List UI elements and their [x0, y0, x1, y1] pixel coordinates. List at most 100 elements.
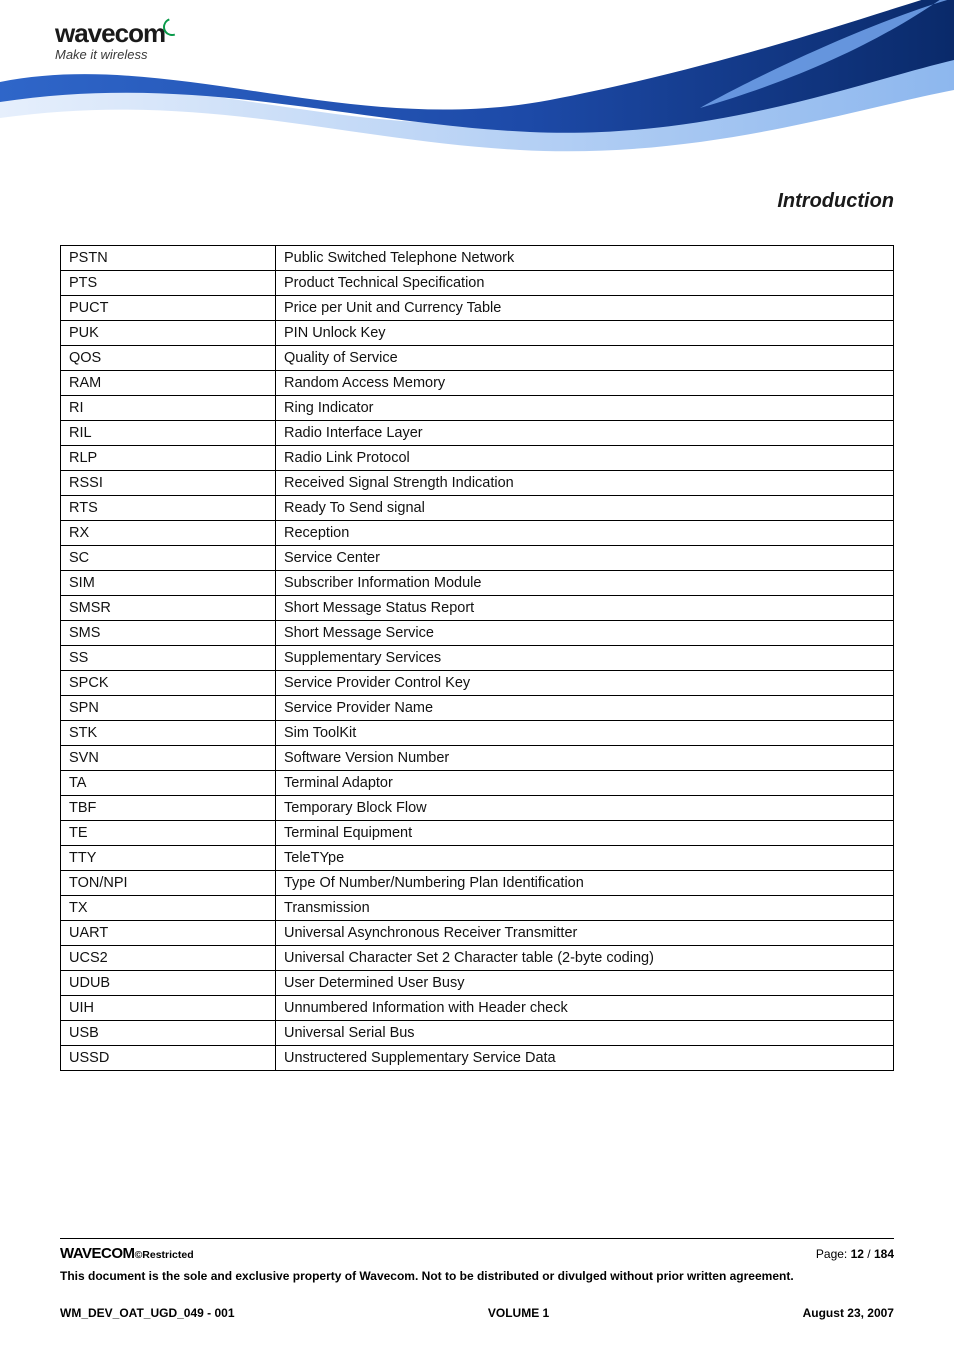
abbr-cell: RX — [61, 521, 276, 546]
table-row: TTYTeleTYpe — [61, 846, 894, 871]
definition-cell: Unstructered Supplementary Service Data — [276, 1046, 894, 1071]
definition-cell: Service Center — [276, 546, 894, 571]
table-row: SVNSoftware Version Number — [61, 746, 894, 771]
footer-page-label: Page: — [816, 1247, 851, 1261]
definition-cell: User Determined User Busy — [276, 971, 894, 996]
table-row: RAMRandom Access Memory — [61, 371, 894, 396]
abbr-cell: UART — [61, 921, 276, 946]
abbr-cell: RTS — [61, 496, 276, 521]
table-row: UCS2Universal Character Set 2 Character … — [61, 946, 894, 971]
abbr-cell: SC — [61, 546, 276, 571]
definition-cell: Received Signal Strength Indication — [276, 471, 894, 496]
definition-cell: Quality of Service — [276, 346, 894, 371]
definition-cell: Service Provider Control Key — [276, 671, 894, 696]
footer-note: This document is the sole and exclusive … — [60, 1268, 894, 1284]
table-row: SPNService Provider Name — [61, 696, 894, 721]
abbr-cell: RIL — [61, 421, 276, 446]
table-row: RIRing Indicator — [61, 396, 894, 421]
definition-cell: Public Switched Telephone Network — [276, 246, 894, 271]
abbr-cell: TA — [61, 771, 276, 796]
table-row: UIHUnnumbered Information with Header ch… — [61, 996, 894, 1021]
abbr-cell: PUK — [61, 321, 276, 346]
definition-cell: Radio Link Protocol — [276, 446, 894, 471]
table-row: RXReception — [61, 521, 894, 546]
abbr-cell: SVN — [61, 746, 276, 771]
table-row: SPCKService Provider Control Key — [61, 671, 894, 696]
table-row: TATerminal Adaptor — [61, 771, 894, 796]
table-row: RSSIReceived Signal Strength Indication — [61, 471, 894, 496]
definition-cell: Radio Interface Layer — [276, 421, 894, 446]
definition-cell: Service Provider Name — [276, 696, 894, 721]
table-row: PUCTPrice per Unit and Currency Table — [61, 296, 894, 321]
table-row: TBFTemporary Block Flow — [61, 796, 894, 821]
table-row: PSTNPublic Switched Telephone Network — [61, 246, 894, 271]
table-row: RTSReady To Send signal — [61, 496, 894, 521]
abbr-cell: TON/NPI — [61, 871, 276, 896]
footer-page-current: 12 — [851, 1247, 864, 1261]
definition-cell: Temporary Block Flow — [276, 796, 894, 821]
abbr-cell: UIH — [61, 996, 276, 1021]
definition-cell: Type Of Number/Numbering Plan Identifica… — [276, 871, 894, 896]
footer-page-total: 184 — [874, 1247, 894, 1261]
footer-date: August 23, 2007 — [803, 1306, 894, 1320]
definition-cell: Short Message Status Report — [276, 596, 894, 621]
abbr-cell: QOS — [61, 346, 276, 371]
definition-cell: Random Access Memory — [276, 371, 894, 396]
brand-logo: wavecom Make it wireless — [55, 18, 181, 62]
definition-cell: Software Version Number — [276, 746, 894, 771]
abbr-cell: STK — [61, 721, 276, 746]
definition-cell: Short Message Service — [276, 621, 894, 646]
footer-brand: WAVECOM©Restricted — [60, 1245, 194, 1262]
abbr-cell: TTY — [61, 846, 276, 871]
footer-volume: VOLUME 1 — [488, 1306, 549, 1320]
table-row: TON/NPIType Of Number/Numbering Plan Ide… — [61, 871, 894, 896]
page-header: wavecom Make it wireless — [0, 0, 954, 170]
abbr-cell: RI — [61, 396, 276, 421]
table-row: UDUBUser Determined User Busy — [61, 971, 894, 996]
abbr-cell: RLP — [61, 446, 276, 471]
abbr-cell: TE — [61, 821, 276, 846]
definition-cell: Ring Indicator — [276, 396, 894, 421]
definition-cell: Unnumbered Information with Header check — [276, 996, 894, 1021]
abbr-cell: PUCT — [61, 296, 276, 321]
table-row: USSDUnstructered Supplementary Service D… — [61, 1046, 894, 1071]
abbr-cell: PSTN — [61, 246, 276, 271]
definition-cell: Terminal Adaptor — [276, 771, 894, 796]
definition-cell: Universal Serial Bus — [276, 1021, 894, 1046]
abbr-cell: TX — [61, 896, 276, 921]
brand-wordmark: wavecom — [55, 18, 165, 48]
table-row: STKSim ToolKit — [61, 721, 894, 746]
page-footer: WAVECOM©Restricted Page: 12 / 184 This d… — [60, 1238, 894, 1320]
table-row: RILRadio Interface Layer — [61, 421, 894, 446]
definition-cell: Subscriber Information Module — [276, 571, 894, 596]
abbr-cell: TBF — [61, 796, 276, 821]
footer-doc-id: WM_DEV_OAT_UGD_049 - 001 — [60, 1306, 235, 1320]
definition-cell: Reception — [276, 521, 894, 546]
abbr-cell: UCS2 — [61, 946, 276, 971]
abbr-cell: PTS — [61, 271, 276, 296]
abbr-cell: RAM — [61, 371, 276, 396]
footer-page: Page: 12 / 184 — [816, 1247, 894, 1261]
footer-page-sep: / — [864, 1247, 874, 1261]
table-row: UARTUniversal Asynchronous Receiver Tran… — [61, 921, 894, 946]
table-row: PTSProduct Technical Specification — [61, 271, 894, 296]
table-row: SCService Center — [61, 546, 894, 571]
abbr-cell: SMSR — [61, 596, 276, 621]
definition-cell: PIN Unlock Key — [276, 321, 894, 346]
table-row: TETerminal Equipment — [61, 821, 894, 846]
definition-cell: Universal Asynchronous Receiver Transmit… — [276, 921, 894, 946]
footer-bottom: WM_DEV_OAT_UGD_049 - 001 VOLUME 1 August… — [60, 1306, 894, 1320]
abbr-cell: SIM — [61, 571, 276, 596]
table-row: RLPRadio Link Protocol — [61, 446, 894, 471]
definition-cell: Universal Character Set 2 Character tabl… — [276, 946, 894, 971]
section-title: Introduction — [777, 190, 894, 213]
abbr-cell: SPN — [61, 696, 276, 721]
definition-cell: Product Technical Specification — [276, 271, 894, 296]
table-row: USBUniversal Serial Bus — [61, 1021, 894, 1046]
footer-brand-word: WAVECOM — [60, 1245, 135, 1262]
abbr-cell: SS — [61, 646, 276, 671]
brand-tagline: Make it wireless — [55, 47, 181, 62]
definition-cell: Ready To Send signal — [276, 496, 894, 521]
abbr-cell: USB — [61, 1021, 276, 1046]
definition-cell: Supplementary Services — [276, 646, 894, 671]
